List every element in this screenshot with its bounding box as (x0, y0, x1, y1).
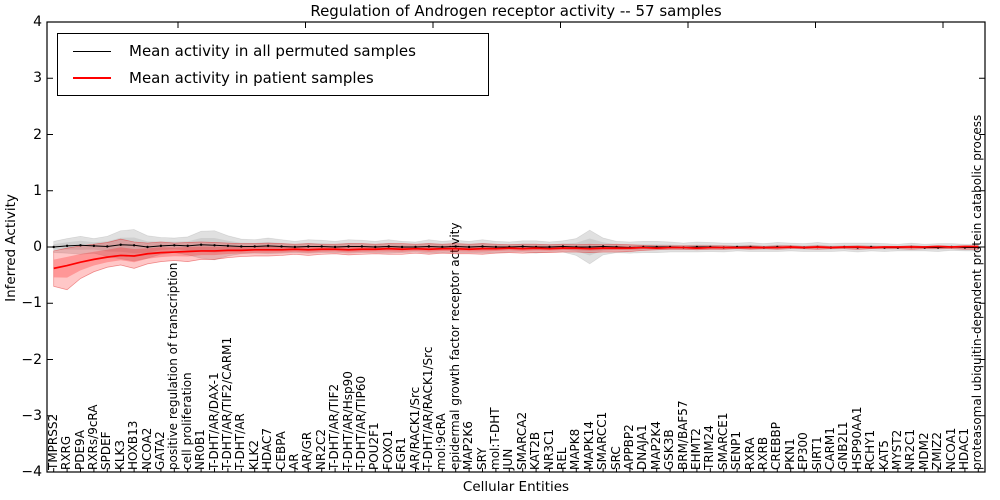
x-tick-label: CREBBP (769, 422, 784, 470)
x-tick-label: T-DHT/AR/RACK1/Src (420, 346, 435, 470)
y-tick-label: −3 (21, 407, 42, 424)
x-tick-label: NCOA2 (139, 427, 154, 470)
x-tick-label: SMARCE1 (715, 412, 730, 470)
y-tick-label: 0 (33, 239, 42, 255)
x-tick-label: cell proliferation (179, 372, 194, 470)
x-tick-label: TRIM24 (702, 425, 717, 470)
x-tick-label: NCOA1 (943, 427, 958, 470)
y-tick-label: 2 (33, 126, 42, 143)
x-tick-label: EP300 (796, 432, 811, 470)
x-tick-label: RCHY1 (863, 429, 878, 470)
x-tick-label: RXRG (59, 435, 74, 470)
y-tick-label: −2 (21, 351, 42, 368)
y-tick-label: 1 (33, 182, 42, 199)
x-axis-label: Cellular Entities (462, 479, 570, 495)
legend-label-permuted: Mean activity in all permuted samples (129, 42, 416, 61)
permuted-band-outer (53, 229, 979, 265)
x-tick-label: HSP90AA1 (849, 406, 864, 470)
x-tick-label: JUN (501, 448, 516, 470)
legend-item-patient: Mean activity in patient samples (73, 69, 488, 87)
x-tick-label: ZMIZ2 (930, 432, 945, 470)
x-tick-label: SPDEF (99, 431, 114, 470)
permuted-mean-line (53, 244, 979, 249)
x-tick-label: CEBPA (273, 431, 288, 470)
x-tick-label: T-DHT/AR/TIF2 (327, 383, 342, 470)
x-tick-label: EGR1 (394, 437, 409, 470)
x-tick-label: mol:T-DHT (487, 407, 502, 470)
permuted-point-markers (52, 243, 980, 249)
legend-label-patient: Mean activity in patient samples (129, 68, 374, 87)
x-tick-label: NR2C1 (903, 429, 918, 470)
legend-item-permuted: Mean activity in all permuted samples (73, 42, 488, 60)
x-tick-label: RXRB (755, 436, 770, 470)
x-tick-label: GNB2L1 (836, 421, 851, 470)
patient-band-outer (53, 238, 979, 291)
y-tick-label: −4 (21, 464, 42, 480)
patient-mean-line (53, 245, 979, 270)
y-axis-label: Inferred Activity (3, 194, 19, 302)
x-tick-label: MAP2K4 (648, 421, 663, 470)
x-tick-label: MAPK14 (581, 421, 596, 470)
x-tick-label: SMARCA2 (514, 411, 529, 470)
x-tick-label: REL (554, 447, 569, 470)
y-tick-label: 3 (33, 70, 42, 87)
x-tick-label: KAT5 (876, 440, 891, 470)
legend: Mean activity in all permuted samples Me… (57, 33, 489, 96)
x-tick-label: GATA2 (152, 431, 167, 470)
x-tick-label: T-DHT/AR/TIP60 (353, 375, 368, 470)
x-tick-label: AR/RACK1/Src (407, 386, 422, 470)
x-tick-label: PKN1 (782, 438, 797, 470)
x-tick-label: FOXO1 (380, 429, 395, 470)
permuted-band-inner (53, 237, 979, 256)
x-tick-label: APPBP2 (621, 424, 636, 470)
x-tick-label: PDE9A (72, 430, 87, 470)
x-tick-label: KLK3 (112, 439, 127, 470)
x-tick-label: KAT2B (528, 431, 543, 470)
y-tick-label: −1 (21, 295, 42, 312)
x-tick-label: mol:9cRA (434, 413, 449, 470)
x-tick-label: RXRs/9cRA (85, 404, 100, 470)
x-tick-label: SENP1 (729, 430, 744, 470)
x-tick-label: KLK2 (246, 439, 261, 470)
x-tick-label: T-DHT/AR/TIF2/CARM1 (219, 336, 234, 470)
x-tick-label: BRM/BAF57 (675, 400, 690, 470)
permuted-line-swatch (73, 50, 111, 52)
x-tick-label: SRY (474, 447, 489, 470)
x-tick-label: RXRA (742, 437, 757, 470)
x-tick-label: AR (286, 453, 301, 470)
x-tick-label: NR2C2 (313, 429, 328, 470)
x-tick-label: T-DHT/AR (233, 413, 248, 470)
x-tick-label: positive regulation of transcription (166, 262, 181, 470)
x-tick-label: MYST2 (889, 429, 904, 470)
x-tick-label: POU2F1 (367, 422, 382, 470)
x-tick-label: epidermal growth factor receptor activit… (447, 222, 462, 470)
x-tick-label: SMARCC1 (595, 411, 610, 470)
x-tick-label: HDAC1 (956, 427, 971, 470)
x-tick-label: NR3C1 (541, 429, 556, 470)
x-tick-label: DNAJA1 (635, 424, 650, 470)
x-tick-label: HOXB13 (126, 420, 141, 470)
x-tick-label: T-DHT/AR/Hsp90 (340, 371, 355, 470)
patient-band-inner (53, 246, 979, 278)
x-tick-label: AR/GR (300, 431, 315, 470)
x-tick-label: proteasomal ubiquitin-dependent protein … (970, 114, 985, 470)
x-tick-label: GSK3B (662, 429, 677, 470)
patient-line-swatch (73, 76, 111, 79)
x-tick-label: SRC (608, 446, 623, 470)
x-tick-label: SIRT1 (809, 436, 824, 470)
x-tick-label: NR0B1 (193, 429, 208, 470)
y-tick-label: 4 (33, 14, 42, 30)
x-tick-label: CARM1 (822, 427, 837, 470)
x-tick-label: TMPRSS2 (45, 413, 60, 470)
chart-title: Regulation of Androgen receptor activity… (310, 2, 722, 20)
x-tick-label: EHMT2 (688, 428, 703, 470)
x-tick-label: HDAC7 (260, 427, 275, 470)
x-tick-label: MDM2 (916, 432, 931, 470)
x-tick-label: MAP2K6 (461, 421, 476, 470)
x-tick-label: T-DHT/AR/DAX-1 (206, 372, 221, 470)
x-tick-label: MAPK8 (568, 428, 583, 470)
